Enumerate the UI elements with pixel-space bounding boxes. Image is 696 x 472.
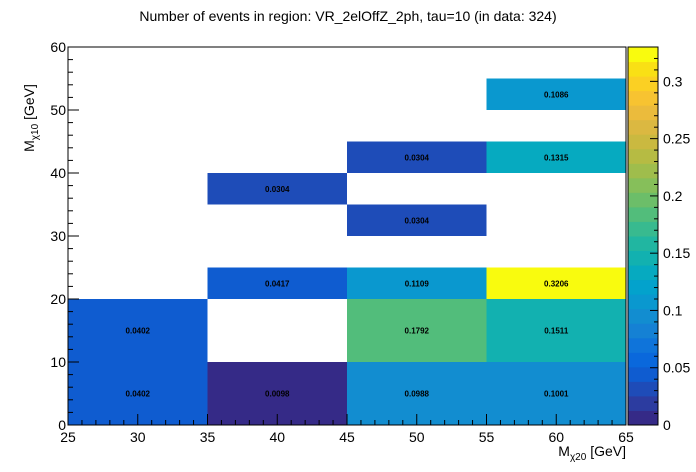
- colorbar-segment: [628, 250, 658, 266]
- y-tick-label: 40: [50, 165, 66, 181]
- cell-value-label: 0.1001: [544, 390, 569, 399]
- colorbar-segment: [628, 366, 658, 382]
- heatmap-cell: [486, 267, 626, 299]
- colorbar-segment: [628, 410, 658, 426]
- colorbar-tick-label: 0.15: [663, 245, 690, 261]
- x-tick-label: 35: [200, 429, 216, 445]
- heatmap-cell: [207, 267, 347, 299]
- colorbar-segment: [628, 134, 658, 150]
- heatmap-cell: [486, 78, 626, 110]
- heatmap-cell-labels: 0.0402 0.0098 0.0988 0.1001 0.0402 0.1792 0.15…: [126, 90, 570, 398]
- y-tick-label: 30: [50, 228, 66, 244]
- cell-value-label: 0.0304: [405, 216, 430, 225]
- y-axis: 0 10 20 30 40 50 60: [50, 39, 79, 433]
- cell-value-label: 0.1792: [405, 327, 430, 336]
- colorbar-tick-label: 0.3: [663, 73, 683, 89]
- heatmap-cell: [347, 267, 487, 299]
- cell-value-label: 0.1109: [405, 279, 430, 288]
- colorbar-segment: [628, 236, 658, 252]
- colorbar-segment: [628, 352, 658, 368]
- colorbar-segment: [628, 279, 658, 295]
- colorbar: 0 0.05 0.1 0.15 0.2 0.25 0.3: [627, 46, 690, 433]
- y-tick-label: 10: [50, 354, 66, 370]
- heatmap-cell: [347, 204, 487, 236]
- x-tick-label: 45: [339, 429, 355, 445]
- colorbar-tick-label: 0: [663, 417, 671, 433]
- x-tick-label: 55: [479, 429, 495, 445]
- cell-value-label: 0.0988: [405, 390, 430, 399]
- colorbar-segment: [628, 177, 658, 193]
- colorbar-tick-label: 0.25: [663, 131, 690, 147]
- heatmap-cell: [347, 299, 487, 362]
- cell-value-label: 0.0417: [265, 279, 290, 288]
- cell-value-label: 0.0304: [405, 153, 430, 162]
- x-tick-label: 50: [409, 429, 425, 445]
- y-tick-label: 0: [58, 417, 66, 433]
- x-axis: 25 30 35 40 45 50 55 60 65: [60, 414, 634, 445]
- cell-value-label: 0.0402: [126, 390, 151, 399]
- heatmap-cell: [207, 173, 347, 205]
- colorbar-segment: [628, 265, 658, 281]
- heatmap-cell: [347, 141, 487, 173]
- heatmap-cell: [486, 299, 626, 362]
- colorbar-tick-label: 0.1: [663, 302, 683, 318]
- x-tick-label: 65: [618, 429, 634, 445]
- y-tick-label: 50: [50, 102, 66, 118]
- colorbar-segment: [628, 308, 658, 324]
- colorbar-tick-label: 0.05: [663, 360, 690, 376]
- x-axis-label: Mχ20 [GeV]: [558, 443, 626, 463]
- x-tick-label: 60: [548, 429, 564, 445]
- colorbar-segment: [628, 105, 658, 121]
- x-tick-label: 25: [60, 429, 76, 445]
- y-tick-label: 20: [50, 291, 66, 307]
- colorbar-segment: [628, 90, 658, 106]
- colorbar-segment: [628, 76, 658, 92]
- chart-title: Number of events in region: VR_2elOffZ_2…: [139, 8, 556, 24]
- colorbar-segment: [628, 381, 658, 397]
- colorbar-frame: [627, 46, 659, 426]
- colorbar-segment: [628, 323, 658, 339]
- colorbar-segment: [628, 148, 658, 164]
- cell-value-label: 0.3206: [544, 279, 569, 288]
- x-tick-label: 30: [130, 429, 146, 445]
- colorbar-segment: [628, 47, 658, 63]
- colorbar-segment: [628, 337, 658, 353]
- y-axis-label: Mχ10 [GeV]: [21, 84, 41, 152]
- x-tick-label: 40: [269, 429, 285, 445]
- colorbar-segment: [628, 163, 658, 179]
- colorbar-segment: [628, 61, 658, 77]
- colorbar-segment: [628, 294, 658, 310]
- cell-value-label: 0.0402: [126, 327, 151, 336]
- colorbar-segment: [628, 221, 658, 237]
- cell-value-label: 0.1315: [544, 153, 569, 162]
- colorbar-segment: [628, 192, 658, 208]
- colorbar-segment: [628, 395, 658, 411]
- y-tick-label: 60: [50, 39, 66, 55]
- heatmap-cell: [68, 299, 208, 362]
- heatmap-cell: [486, 141, 626, 173]
- cell-value-label: 0.0304: [265, 185, 290, 194]
- colorbar-segment: [628, 119, 658, 135]
- cell-value-label: 0.0098: [265, 390, 290, 399]
- colorbar-tick-label: 0.2: [663, 188, 683, 204]
- cell-value-label: 0.1086: [544, 90, 569, 99]
- cell-value-label: 0.1511: [544, 327, 569, 336]
- colorbar-segment: [628, 206, 658, 222]
